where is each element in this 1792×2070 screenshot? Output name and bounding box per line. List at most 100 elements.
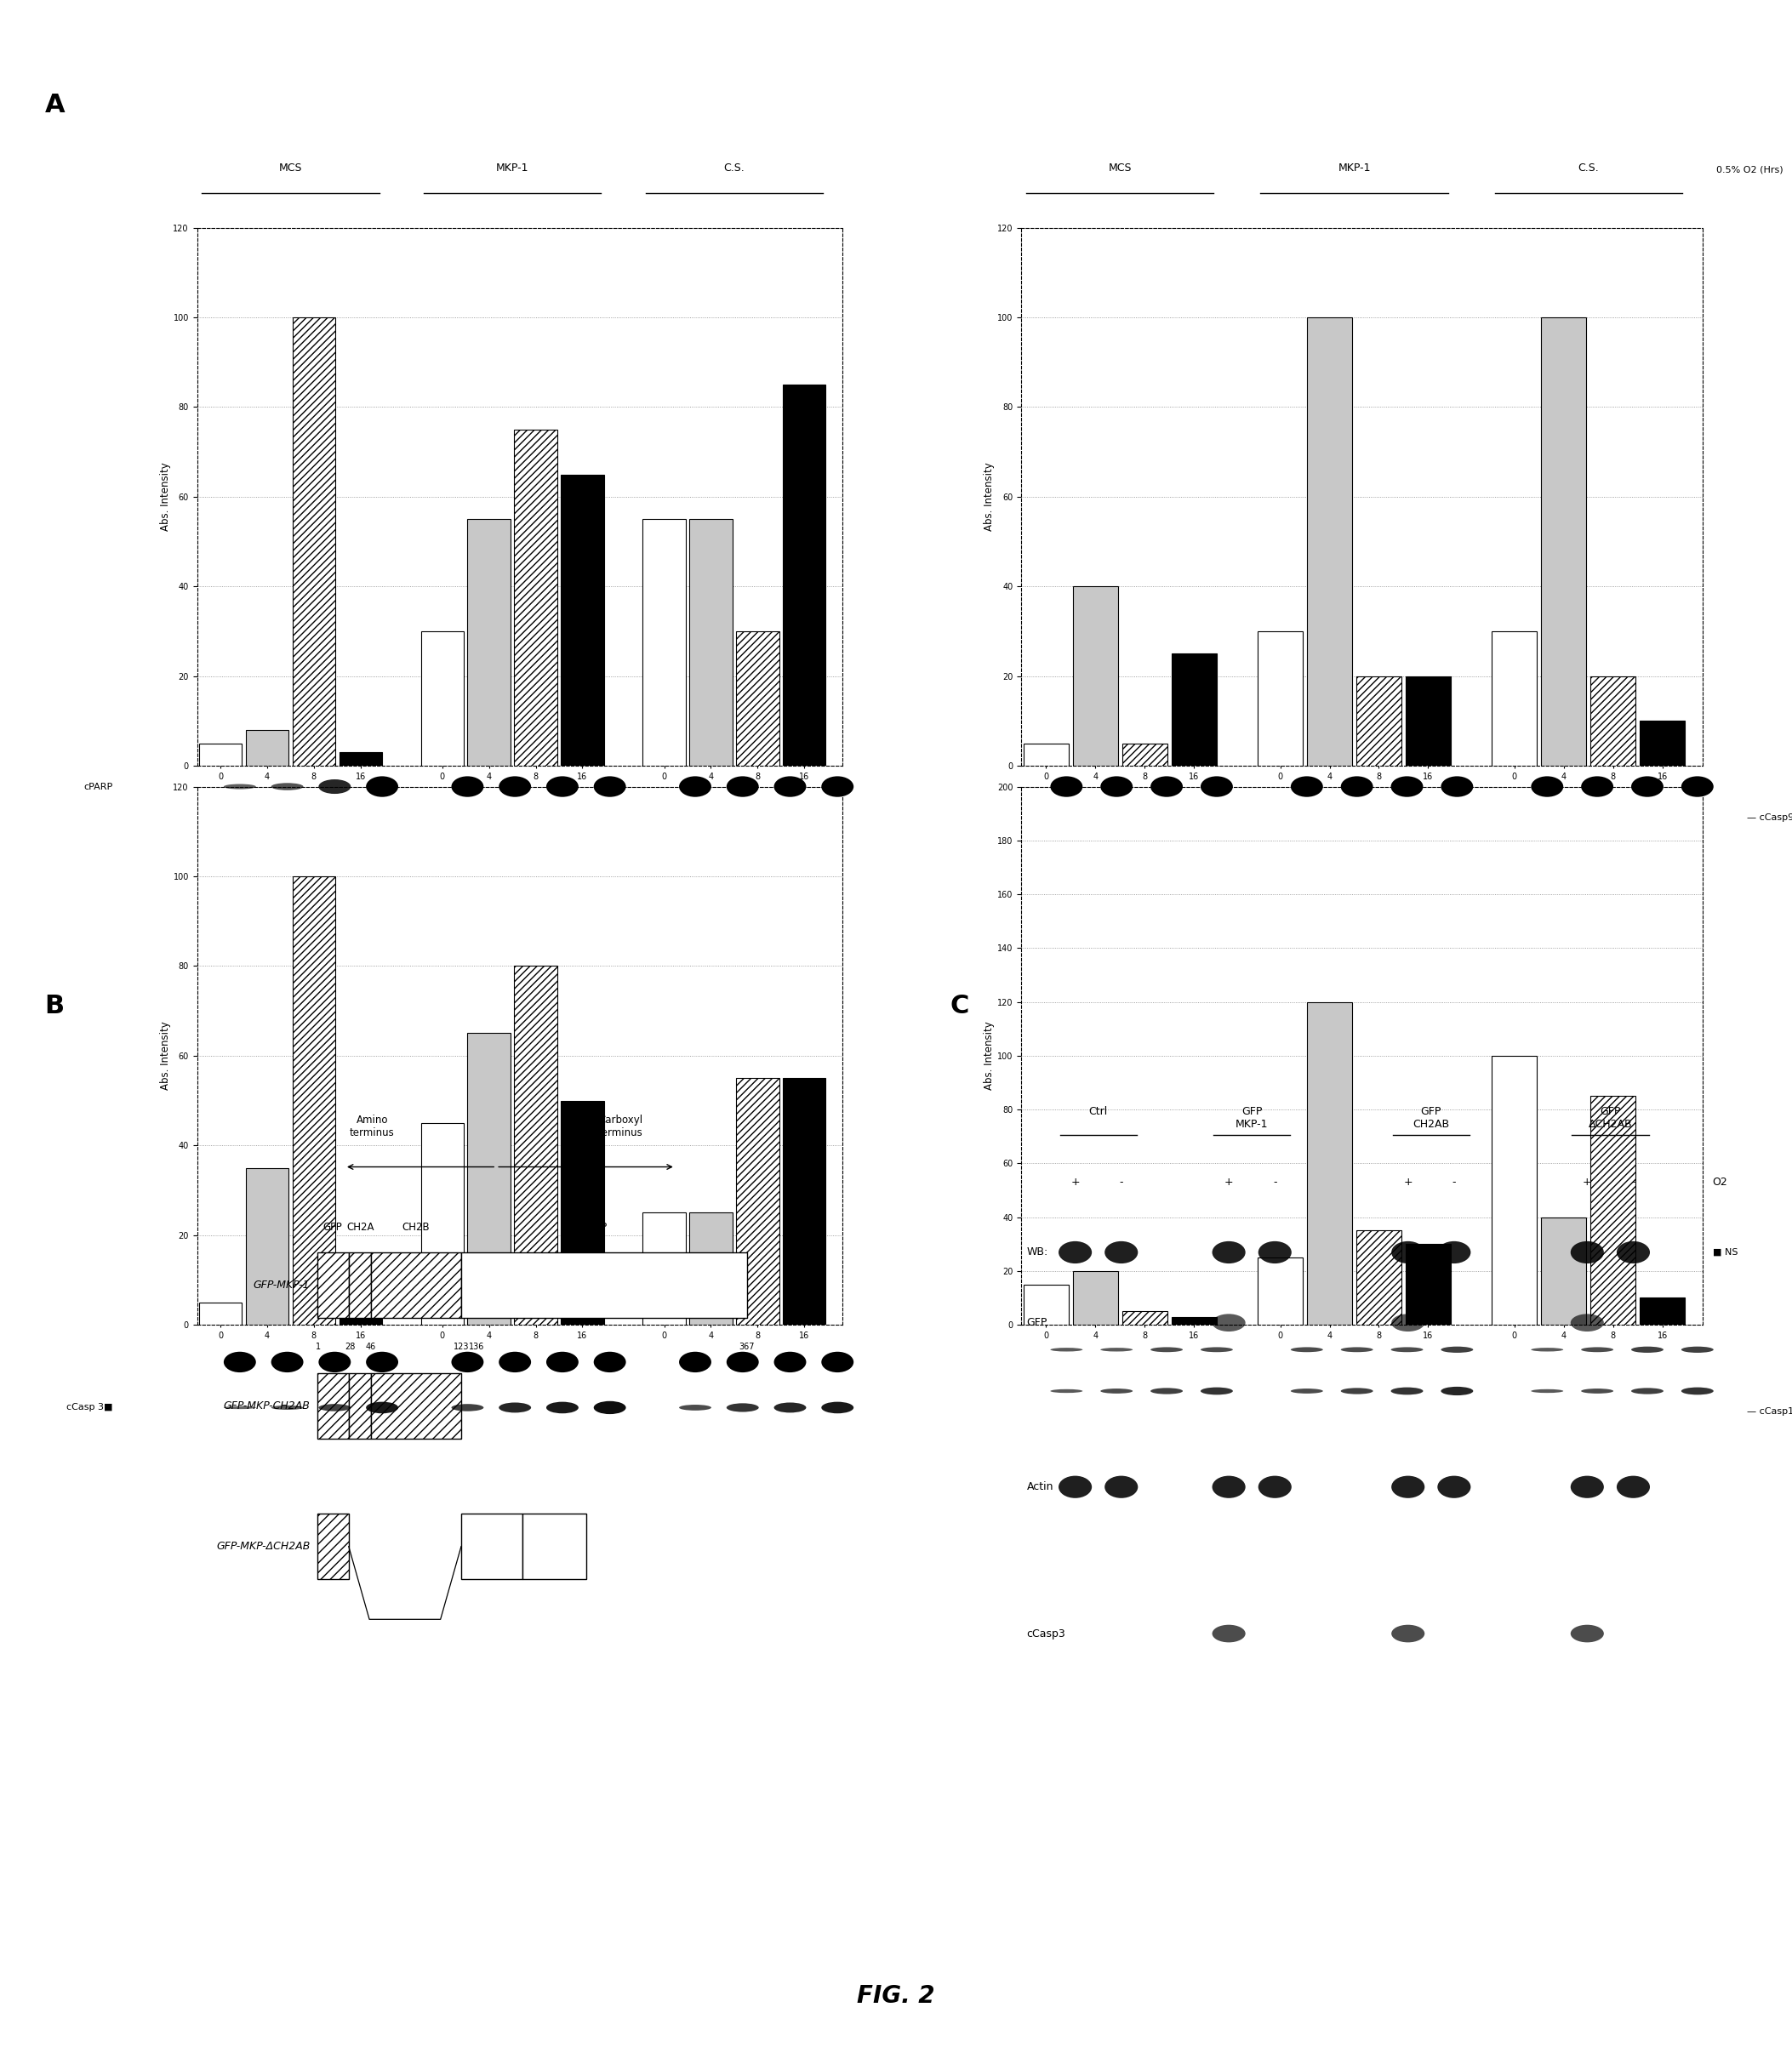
Text: -: - <box>1631 1176 1634 1188</box>
Text: GFP
MKP-1: GFP MKP-1 <box>1235 1105 1269 1130</box>
Text: FIG. 2: FIG. 2 <box>857 1983 935 2008</box>
Ellipse shape <box>1104 1242 1138 1263</box>
Ellipse shape <box>1258 1476 1292 1499</box>
Bar <box>1306 317 1353 766</box>
Text: 123: 123 <box>453 1343 470 1352</box>
Bar <box>339 1302 382 1325</box>
Bar <box>461 1252 747 1319</box>
Text: MKP-1: MKP-1 <box>1339 164 1371 174</box>
Ellipse shape <box>1391 1242 1425 1263</box>
Bar <box>1023 1283 1068 1325</box>
Bar <box>690 1213 733 1325</box>
Bar <box>371 1252 461 1319</box>
Y-axis label: Abs. Intensity: Abs. Intensity <box>159 462 170 532</box>
Text: CH2A: CH2A <box>346 1221 375 1234</box>
Text: Amino
terminus: Amino terminus <box>349 1116 394 1138</box>
Text: Ctrl: Ctrl <box>1090 1105 1107 1118</box>
Bar <box>246 1167 289 1325</box>
Bar <box>349 1372 371 1439</box>
Bar <box>1491 1056 1538 1325</box>
Text: 367: 367 <box>738 1343 754 1352</box>
Bar <box>1073 1271 1118 1325</box>
Ellipse shape <box>1616 1242 1650 1263</box>
Text: 0.5% O2 (Hrs): 0.5% O2 (Hrs) <box>1717 166 1783 174</box>
Ellipse shape <box>1437 1476 1471 1499</box>
Bar <box>292 876 335 1325</box>
Bar <box>1122 1312 1167 1325</box>
Bar <box>643 1213 686 1325</box>
Text: MKP-1: MKP-1 <box>496 164 529 174</box>
Bar <box>461 1513 521 1579</box>
Ellipse shape <box>1391 1314 1425 1331</box>
Text: cCasp 3■: cCasp 3■ <box>66 1403 113 1412</box>
Text: -: - <box>1452 1176 1455 1188</box>
Ellipse shape <box>1570 1242 1604 1263</box>
Bar <box>317 1252 349 1319</box>
Text: 1: 1 <box>315 1343 321 1352</box>
Bar <box>1640 1298 1684 1325</box>
Ellipse shape <box>1211 1314 1245 1331</box>
Text: — cCasp9: — cCasp9 <box>1747 814 1792 822</box>
Text: Carboxyl
terminus: Carboxyl terminus <box>599 1116 643 1138</box>
Bar <box>561 1101 604 1325</box>
Bar <box>1122 743 1167 766</box>
Y-axis label: Abs. Intensity: Abs. Intensity <box>984 462 995 532</box>
Text: GFP-MKP-1: GFP-MKP-1 <box>253 1279 310 1290</box>
Ellipse shape <box>1570 1476 1604 1499</box>
Bar <box>561 474 604 766</box>
Ellipse shape <box>1059 1242 1091 1263</box>
Bar <box>1590 1097 1636 1325</box>
Bar <box>317 1513 349 1579</box>
Bar <box>468 1033 511 1325</box>
Bar <box>1073 586 1118 766</box>
Text: CH2B: CH2B <box>401 1221 430 1234</box>
Ellipse shape <box>1211 1625 1245 1642</box>
Text: WB:: WB: <box>1027 1246 1048 1259</box>
Text: 136: 136 <box>468 1343 484 1352</box>
Y-axis label: Abs. Intensity: Abs. Intensity <box>159 1021 170 1091</box>
Bar <box>1590 677 1636 766</box>
Text: A: A <box>45 93 65 118</box>
Ellipse shape <box>1211 1476 1245 1499</box>
Bar <box>1023 743 1068 766</box>
Bar <box>521 1513 586 1579</box>
Text: MCS: MCS <box>1107 164 1133 174</box>
Text: GFP: GFP <box>1027 1317 1047 1329</box>
Bar <box>468 520 511 766</box>
Text: -: - <box>1120 1176 1124 1188</box>
Bar <box>317 1372 349 1439</box>
Bar <box>421 631 464 766</box>
Bar <box>1405 677 1452 766</box>
Bar <box>737 1078 780 1325</box>
Bar <box>421 1122 464 1325</box>
Text: GFP-MKP-ΔCH2AB: GFP-MKP-ΔCH2AB <box>217 1540 310 1552</box>
Bar <box>1640 720 1684 766</box>
Text: -: - <box>1272 1176 1276 1188</box>
Text: Actin: Actin <box>1027 1482 1054 1492</box>
Text: GFP
ΔCH2AB: GFP ΔCH2AB <box>1588 1105 1633 1130</box>
Text: +: + <box>1582 1176 1591 1188</box>
Text: B: B <box>45 994 65 1018</box>
Ellipse shape <box>1616 1476 1650 1499</box>
Bar <box>1491 631 1538 766</box>
Text: cPARP: cPARP <box>84 782 113 791</box>
Ellipse shape <box>1570 1314 1604 1331</box>
Bar <box>1541 1217 1586 1325</box>
Bar <box>643 520 686 766</box>
Text: GFP
CH2AB: GFP CH2AB <box>1412 1105 1450 1130</box>
Bar <box>349 1252 371 1319</box>
Bar <box>1405 1244 1452 1325</box>
Bar <box>1258 1259 1303 1325</box>
Text: PTP: PTP <box>590 1221 607 1234</box>
Bar <box>1172 1317 1217 1325</box>
Text: MCS: MCS <box>280 164 303 174</box>
Ellipse shape <box>1104 1476 1138 1499</box>
Text: +: + <box>1070 1176 1081 1188</box>
Text: ■ NS: ■ NS <box>1713 1248 1738 1256</box>
Text: cCasp3: cCasp3 <box>1027 1627 1066 1639</box>
Ellipse shape <box>1437 1242 1471 1263</box>
Text: +: + <box>1403 1176 1412 1188</box>
Bar <box>1357 677 1401 766</box>
Bar <box>199 1302 242 1325</box>
Bar <box>737 631 780 766</box>
